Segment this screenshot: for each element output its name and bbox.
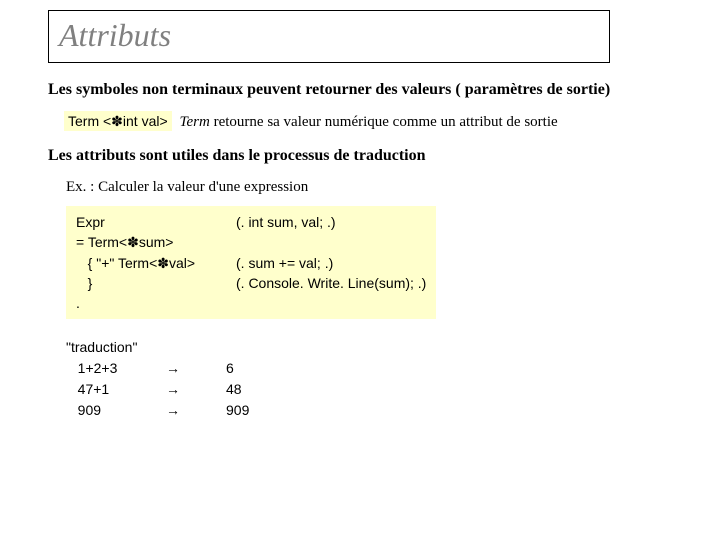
code-left: = Term<✽sum> bbox=[76, 232, 236, 252]
code-row: Expr (. int sum, val; .) bbox=[76, 212, 426, 232]
traduction-header: "traduction" bbox=[66, 337, 672, 358]
code-left: . bbox=[76, 293, 236, 313]
arrow-icon: → bbox=[166, 400, 226, 421]
term-declaration: Term <✽int val> Term retourne sa valeur … bbox=[64, 113, 672, 131]
trad-in: 1+2+3 bbox=[66, 358, 166, 379]
intro-line-1: Les symboles non terminaux peuvent retou… bbox=[48, 81, 672, 99]
grammar-code-block: Expr (. int sum, val; .) = Term<✽sum> { … bbox=[66, 206, 436, 319]
code-right: (. int sum, val; .) bbox=[236, 212, 336, 232]
term-decl-note-rest: retourne sa valeur numérique comme un at… bbox=[210, 114, 558, 130]
code-row: . bbox=[76, 293, 426, 313]
code-left: } bbox=[76, 273, 236, 293]
code-left: { "+" Term<✽val> bbox=[76, 253, 236, 273]
code-right: (. sum += val; .) bbox=[236, 253, 333, 273]
slide: Attributs Les symboles non terminaux peu… bbox=[0, 0, 720, 540]
title-box: Attributs bbox=[48, 10, 610, 63]
slide-title: Attributs bbox=[59, 17, 599, 54]
arrow-icon: → bbox=[166, 358, 226, 379]
trad-out: 909 bbox=[226, 400, 249, 421]
code-row: = Term<✽sum> bbox=[76, 232, 426, 252]
traduction-row: 47+1 → 48 bbox=[66, 379, 672, 400]
arrow-icon: → bbox=[166, 379, 226, 400]
intro-line-2: Les attributs sont utiles dans le proces… bbox=[48, 147, 672, 165]
traduction-block: "traduction" 1+2+3 → 6 47+1 → 48 909 → 9… bbox=[66, 337, 672, 421]
trad-out: 6 bbox=[226, 358, 234, 379]
term-decl-note-italic: Term bbox=[180, 114, 210, 130]
trad-in: 47+1 bbox=[66, 379, 166, 400]
trad-out: 48 bbox=[226, 379, 242, 400]
code-right: (. Console. Write. Line(sum); .) bbox=[236, 273, 426, 293]
code-left: Expr bbox=[76, 212, 236, 232]
traduction-row: 909 → 909 bbox=[66, 400, 672, 421]
trad-in: 909 bbox=[66, 400, 166, 421]
term-decl-code: Term <✽int val> bbox=[64, 111, 172, 131]
code-row: { "+" Term<✽val> (. sum += val; .) bbox=[76, 253, 426, 273]
traduction-row: 1+2+3 → 6 bbox=[66, 358, 672, 379]
code-row: } (. Console. Write. Line(sum); .) bbox=[76, 273, 426, 293]
example-label: Ex. : Calculer la valeur d'une expressio… bbox=[66, 179, 672, 196]
